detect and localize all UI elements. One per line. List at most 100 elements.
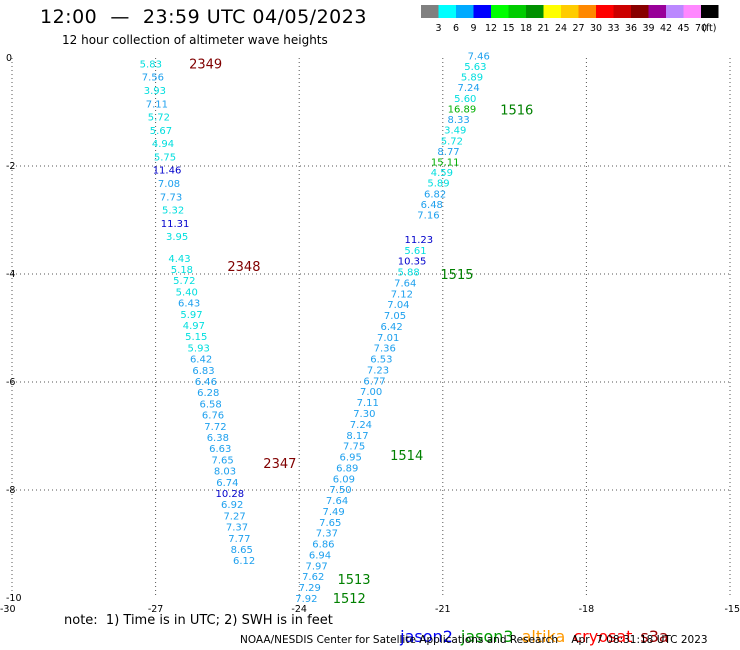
wave-height-value: 7.75 <box>343 442 365 453</box>
y-tick-label: -10 <box>6 593 22 604</box>
wave-height-value: 7.08 <box>158 179 180 190</box>
wave-height-value: 5.61 <box>404 246 426 257</box>
x-tick-label: -27 <box>148 604 164 615</box>
wave-height-value: 6.46 <box>195 377 217 388</box>
color-scale-label: 3 <box>435 23 441 34</box>
wave-height-value: 7.65 <box>319 518 341 529</box>
satellite-legend-item: cryosat <box>573 627 633 646</box>
color-swatch <box>473 5 491 18</box>
wave-height-value: 7.64 <box>394 278 416 289</box>
color-swatch <box>561 5 579 18</box>
color-swatch <box>701 5 719 18</box>
wave-height-value: 8.03 <box>214 467 236 478</box>
y-tick-label: -8 <box>6 485 15 496</box>
wave-height-value: 6.43 <box>178 299 200 310</box>
color-scale-label: 24 <box>555 23 567 34</box>
pass-label: 2349 <box>189 57 222 72</box>
wave-height-value: 7.23 <box>367 365 389 376</box>
wave-height-value: 7.29 <box>299 583 321 594</box>
wave-height-value: 8.77 <box>437 147 459 158</box>
wave-height-value: 10.35 <box>398 257 427 268</box>
satellite-legend-item: s3a <box>640 627 669 646</box>
chart-subtitle: 12 hour collection of altimeter wave hei… <box>62 33 328 47</box>
wave-height-value: 5.89 <box>427 179 449 190</box>
wave-height-value: 7.97 <box>305 561 327 572</box>
wave-height-value: 7.05 <box>384 311 406 322</box>
wave-height-value: 6.86 <box>312 540 334 551</box>
wave-height-value: 6.76 <box>202 411 224 422</box>
wave-height-value: 15.11 <box>431 158 460 169</box>
wave-height-value: 6.77 <box>363 376 385 387</box>
wave-height-value: 6.94 <box>309 550 331 561</box>
pass-label: 1512 <box>333 592 366 607</box>
pass-label: 2347 <box>263 457 296 472</box>
wave-height-value: 8.33 <box>447 115 469 126</box>
wave-height-value: 5.40 <box>176 287 198 298</box>
wave-height-value: 6.42 <box>190 355 212 366</box>
wave-height-value: 7.77 <box>228 534 250 545</box>
color-swatch <box>631 5 649 18</box>
color-scale-label: 39 <box>642 23 654 34</box>
wave-height-value: 7.46 <box>468 51 490 62</box>
wave-height-value: 4.59 <box>431 168 453 179</box>
color-swatch <box>683 5 701 18</box>
pass-label: 1514 <box>390 449 423 464</box>
wave-height-value: 8.17 <box>346 431 368 442</box>
color-scale-label: 18 <box>520 23 532 34</box>
wave-height-value: 7.65 <box>211 455 233 466</box>
wave-height-value: 5.93 <box>188 343 210 354</box>
color-scale-label: 21 <box>537 23 549 34</box>
wave-height-value: 8.65 <box>231 545 253 556</box>
wave-height-value: 6.74 <box>216 478 238 489</box>
wave-height-value: 7.49 <box>323 507 345 518</box>
wave-height-value: 7.64 <box>326 496 348 507</box>
color-scale-label: 45 <box>677 23 689 34</box>
pass-label: 1516 <box>500 103 533 118</box>
pass-label: 2348 <box>227 260 260 275</box>
color-swatch <box>648 5 666 18</box>
x-tick-label: -24 <box>291 604 307 615</box>
chart-title: 12:00 — 23:59 UTC 04/05/2023 <box>40 6 367 28</box>
pass-label: 1515 <box>440 268 473 283</box>
wave-height-value: 5.72 <box>173 276 195 287</box>
x-tick-label: -21 <box>435 604 451 615</box>
color-scale-label: 6 <box>453 23 459 34</box>
wave-height-value: 6.95 <box>340 453 362 464</box>
wave-height-value: 5.72 <box>148 113 170 124</box>
wave-height-value: 5.63 <box>464 62 486 73</box>
wave-height-value: 5.75 <box>154 152 176 163</box>
color-scale-label: 33 <box>607 23 619 34</box>
wave-height-value: 7.92 <box>295 594 317 605</box>
wave-height-value: 7.24 <box>350 420 372 431</box>
y-tick-label: 0 <box>6 53 12 64</box>
wave-height-value: 7.11 <box>146 99 168 110</box>
wave-height-value: 5.18 <box>171 265 193 276</box>
wave-height-value: 5.15 <box>185 332 207 343</box>
satellite-legend-item: altika <box>521 627 566 646</box>
color-swatch <box>491 5 509 18</box>
wave-height-value: 7.36 <box>374 344 396 355</box>
color-swatch <box>508 5 526 18</box>
wave-height-value: 7.27 <box>223 511 245 522</box>
wave-height-value: 7.01 <box>377 333 399 344</box>
satellite-legend: jason2 jason3 altika cryosat s3a <box>390 608 677 646</box>
color-scale-unit: (ft) <box>702 23 716 34</box>
wave-height-value: 6.89 <box>336 463 358 474</box>
wave-height-value: 6.38 <box>207 433 229 444</box>
units-note: note: 1) Time is in UTC; 2) SWH is in fe… <box>64 613 333 628</box>
color-swatch <box>578 5 596 18</box>
wave-height-value: 3.49 <box>444 126 466 137</box>
wave-height-value: 10.28 <box>215 489 244 500</box>
wave-height-value: 5.60 <box>454 94 476 105</box>
color-swatch <box>666 5 684 18</box>
y-tick-label: -6 <box>6 377 15 388</box>
x-tick-label: -15 <box>724 604 740 615</box>
satellite-legend-item: jason2 <box>400 627 453 646</box>
wave-height-value: 5.88 <box>398 268 420 279</box>
color-scale-label: 12 <box>485 23 497 34</box>
color-scale-label: 27 <box>572 23 584 34</box>
wave-height-value: 11.23 <box>405 235 434 246</box>
wave-height-value: 6.53 <box>370 355 392 366</box>
wave-height-value: 7.37 <box>316 529 338 540</box>
